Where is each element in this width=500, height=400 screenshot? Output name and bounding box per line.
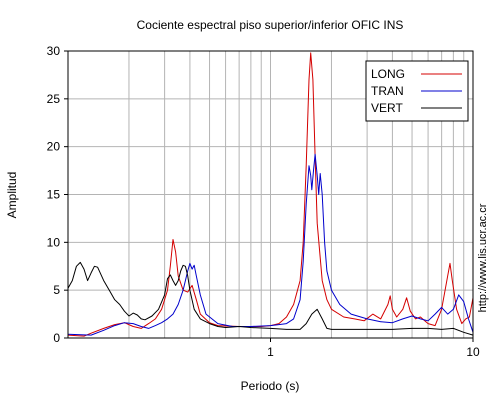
y-axis-label: Amplitud: [5, 172, 19, 219]
y-tick-label: 25: [47, 92, 61, 106]
y-tick-label: 10: [47, 235, 61, 249]
legend-label-long: LONG: [371, 67, 405, 81]
axis-ticks: 0 5 10 15 20 25 30 1 10: [47, 44, 480, 359]
y-tick-label: 15: [47, 188, 61, 202]
series-line-vert: [67, 261, 474, 336]
x-axis-label: Periodo (s): [241, 379, 300, 393]
series-lines: [67, 52, 474, 337]
x-tick-label: 10: [466, 345, 480, 359]
legend: LONG TRAN VERT: [365, 60, 469, 122]
legend-label-tran: TRAN: [371, 84, 404, 98]
y-tick-label: 5: [53, 283, 60, 297]
y-tick-label: 0: [53, 331, 60, 345]
series-line-tran: [67, 153, 474, 336]
y-tick-label: 30: [47, 44, 61, 58]
legend-label-vert: VERT: [371, 101, 403, 115]
y-tick-label: 20: [47, 140, 61, 154]
x-tick-label: 1: [267, 345, 274, 359]
source-url-text: http://www.lis.ucr.ac.cr: [477, 203, 489, 312]
chart-title: Cociente espectral piso superior/inferio…: [137, 18, 404, 32]
